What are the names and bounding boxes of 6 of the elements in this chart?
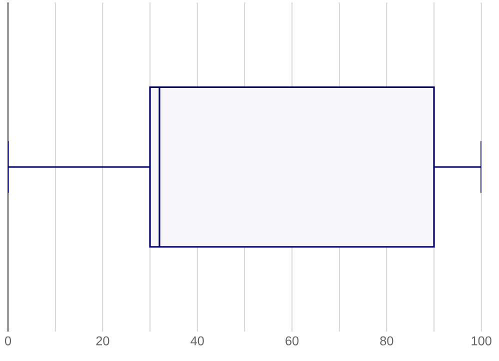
x-tick-label: 20: [96, 336, 110, 346]
x-tick-label: 0: [4, 336, 12, 346]
x-tick-label: 80: [380, 336, 394, 346]
x-tick-label: 40: [190, 336, 204, 346]
x-tick-label: 100: [472, 336, 492, 346]
x-tick-label: 60: [286, 336, 299, 346]
